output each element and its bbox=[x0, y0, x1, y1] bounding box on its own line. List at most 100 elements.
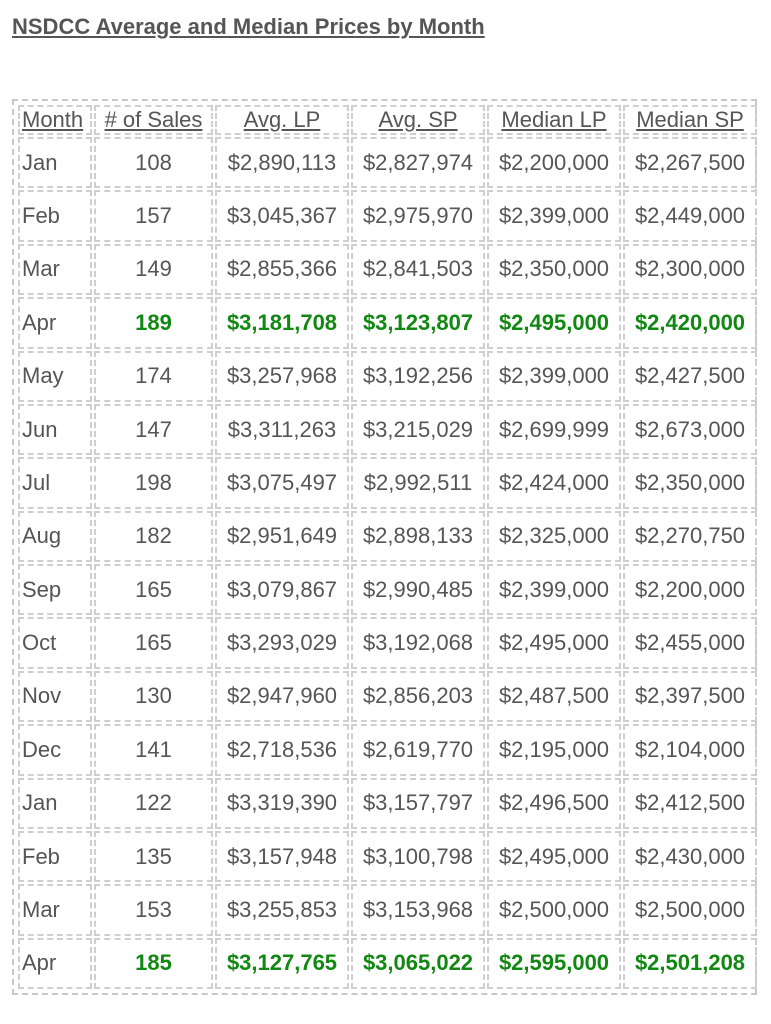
cell-sales: 149 bbox=[94, 243, 213, 296]
cell-median-lp: $2,699,999 bbox=[487, 403, 621, 456]
cell-median-lp: $2,487,500 bbox=[487, 670, 621, 723]
cell-median-sp: $2,350,000 bbox=[623, 457, 757, 509]
cell-median-lp: $2,495,000 bbox=[487, 830, 621, 883]
table-row: Sep 165 $3,079,867 $2,990,485 $2,399,000 $2,2… bbox=[18, 564, 757, 616]
cell-avg-sp: $2,827,974 bbox=[351, 137, 485, 189]
cell-median-lp: $2,495,000 bbox=[487, 297, 621, 349]
cell-median-sp: $2,500,000 bbox=[623, 884, 757, 936]
cell-avg-sp: $3,192,068 bbox=[351, 617, 485, 669]
cell-month: Apr bbox=[18, 937, 92, 989]
cell-median-lp: $2,399,000 bbox=[487, 350, 621, 402]
cell-sales: 182 bbox=[94, 510, 213, 562]
table-row: Jul 198 $3,075,497 $2,992,511 $2,424,000 $2,3… bbox=[18, 457, 757, 509]
table-row: Apr 185 $3,127,765 $3,065,022 $2,595,000 $2,5… bbox=[18, 937, 757, 989]
cell-avg-lp: $3,045,367 bbox=[215, 190, 349, 242]
cell-month: Jan bbox=[18, 777, 92, 829]
cell-avg-sp: $3,123,807 bbox=[351, 297, 485, 349]
cell-avg-lp: $2,855,366 bbox=[215, 243, 349, 296]
cell-median-sp: $2,412,500 bbox=[623, 777, 757, 829]
cell-median-sp: $2,673,000 bbox=[623, 403, 757, 456]
cell-sales: 165 bbox=[94, 617, 213, 669]
cell-sales: 189 bbox=[94, 297, 213, 349]
cell-avg-lp: $3,157,948 bbox=[215, 830, 349, 883]
table-body: Jan 108 $2,890,113 $2,827,974 $2,200,000 $2,2… bbox=[18, 137, 757, 989]
table-row: Jan 122 $3,319,390 $3,157,797 $2,496,500 $2,4… bbox=[18, 777, 757, 829]
cell-sales: 130 bbox=[94, 670, 213, 723]
cell-median-sp: $2,300,000 bbox=[623, 243, 757, 296]
table-row: Dec 141 $2,718,536 $2,619,770 $2,195,000 $2,1… bbox=[18, 724, 757, 776]
cell-median-lp: $2,595,000 bbox=[487, 937, 621, 989]
cell-avg-sp: $2,619,770 bbox=[351, 724, 485, 776]
page-title: NSDCC Average and Median Prices by Month bbox=[12, 14, 485, 39]
cell-median-lp: $2,200,000 bbox=[487, 137, 621, 189]
cell-avg-sp: $3,192,256 bbox=[351, 350, 485, 402]
cell-avg-sp: $3,100,798 bbox=[351, 830, 485, 883]
header-median-sp: Median SP bbox=[623, 105, 757, 135]
cell-month: Sep bbox=[18, 564, 92, 616]
cell-median-sp: $2,449,000 bbox=[623, 190, 757, 242]
cell-sales: 135 bbox=[94, 830, 213, 883]
cell-avg-lp: $3,255,853 bbox=[215, 884, 349, 936]
table-row: Jun 147 $3,311,263 $3,215,029 $2,699,999 $2,6… bbox=[18, 403, 757, 456]
table-row: Feb 157 $3,045,367 $2,975,970 $2,399,000 $2,4… bbox=[18, 190, 757, 242]
table-row: Feb 135 $3,157,948 $3,100,798 $2,495,000 $2,4… bbox=[18, 830, 757, 883]
header-avg-sp: Avg. SP bbox=[351, 105, 485, 135]
cell-month: Jun bbox=[18, 403, 92, 456]
cell-avg-sp: $3,215,029 bbox=[351, 403, 485, 456]
cell-sales: 108 bbox=[94, 137, 213, 189]
cell-avg-sp: $3,157,797 bbox=[351, 777, 485, 829]
cell-avg-lp: $3,075,497 bbox=[215, 457, 349, 509]
cell-avg-lp: $3,293,029 bbox=[215, 617, 349, 669]
cell-sales: 153 bbox=[94, 884, 213, 936]
cell-median-sp: $2,455,000 bbox=[623, 617, 757, 669]
cell-month: Feb bbox=[18, 190, 92, 242]
cell-median-lp: $2,495,000 bbox=[487, 617, 621, 669]
cell-median-lp: $2,424,000 bbox=[487, 457, 621, 509]
table-row: Jan 108 $2,890,113 $2,827,974 $2,200,000 $2,2… bbox=[18, 137, 757, 189]
cell-avg-lp: $3,311,263 bbox=[215, 403, 349, 456]
cell-month: Apr bbox=[18, 297, 92, 349]
cell-avg-lp: $3,181,708 bbox=[215, 297, 349, 349]
header-sales: # of Sales bbox=[94, 105, 213, 135]
cell-median-lp: $2,325,000 bbox=[487, 510, 621, 562]
cell-sales: 165 bbox=[94, 564, 213, 616]
cell-avg-lp: $2,890,113 bbox=[215, 137, 349, 189]
cell-median-sp: $2,267,500 bbox=[623, 137, 757, 189]
cell-avg-lp: $3,257,968 bbox=[215, 350, 349, 402]
table-header-row: Month # of Sales Avg. LP Avg. SP Median … bbox=[18, 105, 757, 135]
prices-table-container: Month # of Sales Avg. LP Avg. SP Median … bbox=[12, 99, 757, 995]
table-row: May 174 $3,257,968 $3,192,256 $2,399,000 $2,4… bbox=[18, 350, 757, 402]
cell-month: Jul bbox=[18, 457, 92, 509]
cell-median-sp: $2,501,208 bbox=[623, 937, 757, 989]
table-row: Nov 130 $2,947,960 $2,856,203 $2,487,500 $2,3… bbox=[18, 670, 757, 723]
table-row: Apr 189 $3,181,708 $3,123,807 $2,495,000 $2,4… bbox=[18, 297, 757, 349]
cell-avg-lp: $3,319,390 bbox=[215, 777, 349, 829]
cell-sales: 157 bbox=[94, 190, 213, 242]
cell-avg-lp: $2,718,536 bbox=[215, 724, 349, 776]
cell-median-lp: $2,350,000 bbox=[487, 243, 621, 296]
cell-month: Nov bbox=[18, 670, 92, 723]
cell-month: Dec bbox=[18, 724, 92, 776]
cell-median-sp: $2,430,000 bbox=[623, 830, 757, 883]
cell-median-sp: $2,104,000 bbox=[623, 724, 757, 776]
cell-avg-sp: $2,841,503 bbox=[351, 243, 485, 296]
cell-avg-sp: $2,856,203 bbox=[351, 670, 485, 723]
cell-month: Feb bbox=[18, 830, 92, 883]
cell-avg-lp: $2,951,649 bbox=[215, 510, 349, 562]
cell-avg-sp: $2,975,970 bbox=[351, 190, 485, 242]
cell-month: May bbox=[18, 350, 92, 402]
cell-sales: 185 bbox=[94, 937, 213, 989]
prices-table: Month # of Sales Avg. LP Avg. SP Median … bbox=[16, 103, 759, 991]
cell-sales: 174 bbox=[94, 350, 213, 402]
table-row: Oct 165 $3,293,029 $3,192,068 $2,495,000 $2,4… bbox=[18, 617, 757, 669]
cell-median-sp: $2,427,500 bbox=[623, 350, 757, 402]
cell-avg-sp: $3,153,968 bbox=[351, 884, 485, 936]
cell-sales: 198 bbox=[94, 457, 213, 509]
header-avg-lp: Avg. LP bbox=[215, 105, 349, 135]
cell-month: Mar bbox=[18, 884, 92, 936]
cell-avg-sp: $3,065,022 bbox=[351, 937, 485, 989]
cell-median-sp: $2,420,000 bbox=[623, 297, 757, 349]
cell-sales: 122 bbox=[94, 777, 213, 829]
cell-median-sp: $2,270,750 bbox=[623, 510, 757, 562]
cell-avg-sp: $2,898,133 bbox=[351, 510, 485, 562]
